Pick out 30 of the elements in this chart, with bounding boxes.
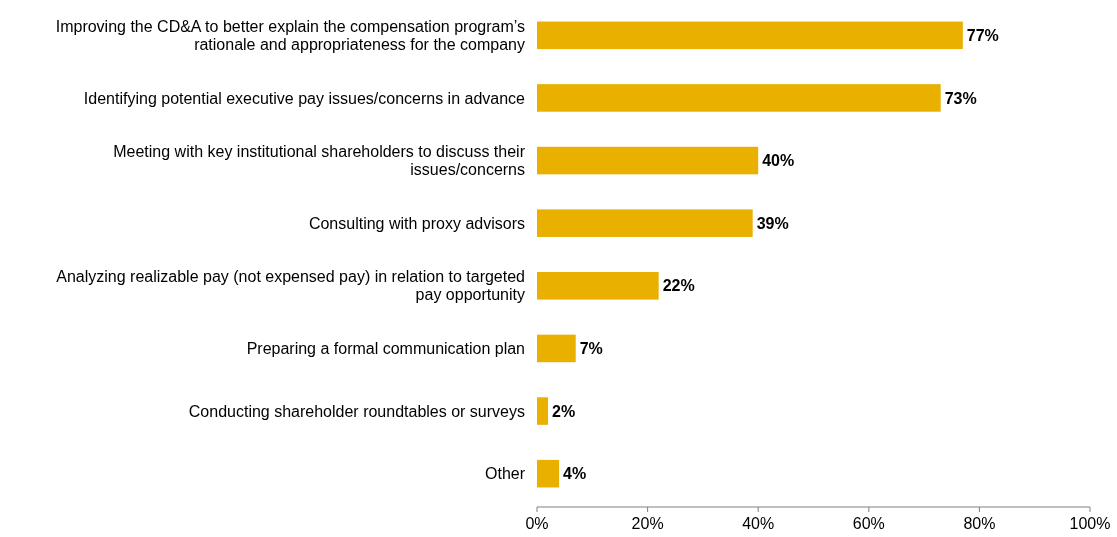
data-label: 73%	[944, 89, 977, 107]
x-tick-label: 0%	[525, 515, 549, 532]
x-tick-label: 60%	[852, 515, 885, 532]
data-label: 4%	[563, 465, 587, 483]
data-label: 39%	[756, 214, 789, 232]
bar	[537, 334, 576, 363]
data-label: 7%	[579, 340, 603, 358]
x-tick-label: 40%	[742, 515, 775, 532]
bar	[537, 146, 759, 175]
y-tick-label: Consulting with proxy advisors	[308, 214, 525, 232]
x-tick-label: 20%	[631, 515, 664, 532]
bar	[537, 397, 549, 425]
bar	[537, 21, 963, 50]
y-tick-label: Improving the CD&A to better explain the compensation program’s rationale and appropriateness for the company	[55, 17, 525, 53]
data-label: 40%	[762, 152, 795, 170]
bar	[537, 272, 659, 300]
data-label: 77%	[966, 26, 999, 44]
bar	[537, 209, 753, 237]
y-tick-label: Identifying potential executive pay issues/concerns in advance	[83, 89, 526, 107]
y-tick-label: Other	[484, 465, 526, 483]
y-tick-label: Meeting with key institutional shareholders to discuss their issues/concerns	[113, 143, 526, 179]
y-tick-label: Preparing a formal communication plan	[246, 340, 525, 358]
x-tick-label: 100%	[1069, 515, 1111, 532]
bar	[537, 84, 941, 112]
y-tick-label: Conducting shareholder roundtables or surveys	[188, 402, 525, 420]
data-label: 2%	[552, 402, 576, 420]
bar	[537, 459, 560, 488]
x-tick-label: 80%	[963, 515, 996, 532]
y-tick-label: Analyzing realizable pay (not expensed pay) in relation to targeted pay opportunity	[56, 268, 525, 304]
data-label: 22%	[662, 277, 695, 295]
